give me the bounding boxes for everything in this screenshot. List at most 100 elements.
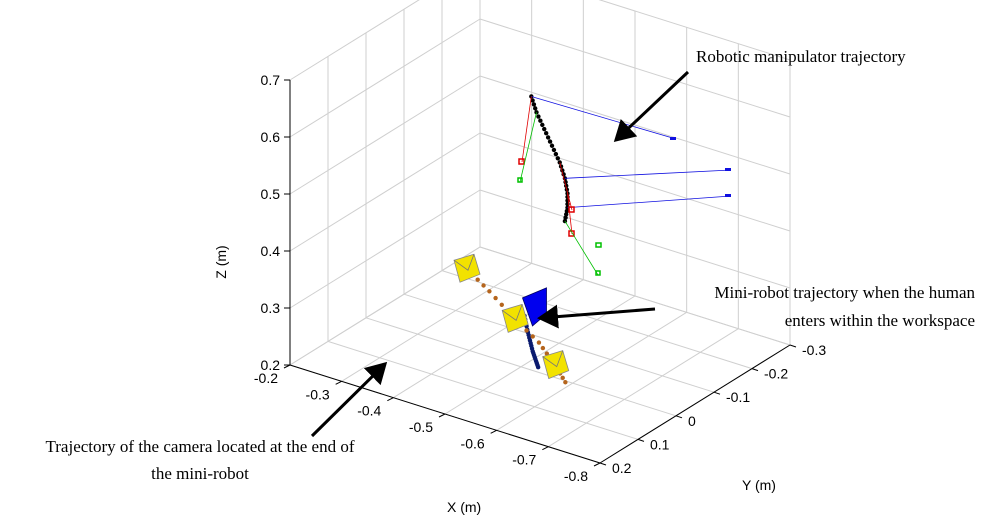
manipulator-point [540,122,545,128]
x-tick [335,380,342,385]
camera-point [475,277,480,282]
manipulator-point [555,156,561,161]
frame-line-blue [567,195,732,209]
frame-marker-blue [670,137,676,140]
manipulator-point [563,215,568,220]
grid-line [289,246,481,366]
frame-marker-red [518,158,525,165]
grid-line [598,0,791,61]
camera-point [499,302,504,308]
y-tick-label: 0.1 [650,436,670,452]
frame-line-blue [564,169,732,179]
y-axis-label: Y (m) [742,477,776,493]
annotation-minirobot-arrow [537,304,656,329]
grid-line [403,293,715,393]
camera-pyramid [542,350,570,380]
frame-marker-green [595,242,602,248]
annotation-camera-line2: the mini-robot [151,464,249,483]
x-tick [387,397,394,402]
frame-line-red [567,193,573,235]
x-tick [438,413,446,418]
grid-line [479,189,791,289]
camera-pyramid-face [501,303,529,333]
y-tick-label: 0.2 [612,460,632,476]
grid-line [548,328,739,448]
z-tick-label: 0.3 [261,300,281,316]
frame-marker-green [595,270,601,276]
frame-marker-blue [725,194,731,197]
z-axis-label: Z (m) [213,245,229,278]
x-tick [542,446,549,451]
camera-point [560,375,565,381]
frame-line-blue [531,96,677,140]
frame-marker-red [568,230,575,237]
grid-line [479,246,791,346]
x-tick-label: -0.5 [409,419,433,435]
manipulator-point [553,151,559,157]
manipulator-point [542,126,547,132]
minirobot-point [535,365,541,370]
camera-pyramid-edge [453,254,475,271]
grid-line [444,295,636,415]
manipulator-point [530,98,535,103]
x-tick [490,429,497,434]
grid-line [289,0,420,81]
camera-point [563,380,568,385]
x-tick-label: -0.3 [306,386,330,402]
frame-line-red [559,162,573,211]
y-tick-label: -0.2 [764,366,788,382]
y-tick [675,415,683,419]
x-tick-label: -0.6 [461,435,485,451]
camera-point [487,289,492,294]
frame-line-green [519,112,537,183]
manipulator-point [564,212,569,217]
x-tick-label: -0.8 [564,468,588,484]
camera-pyramid-edge [501,304,523,321]
manipulator-point [547,139,553,144]
frame-line-red [521,96,532,163]
manipulator-point [549,143,555,148]
camera-pyramid-face [542,350,570,380]
z-tick-label: 0.6 [261,129,281,145]
camera-pyramid-face [453,253,481,283]
y-tick-label: -0.3 [802,342,826,358]
grid-line [341,262,532,382]
annotation-minirobot-line2: enters within the workspace [785,311,975,330]
grid-line [365,317,677,417]
manipulator-point [564,208,570,214]
grid-layer [289,0,791,464]
manipulator-point [536,114,541,119]
manipulator-point [531,102,537,107]
z-tick-label: 0.4 [261,243,281,259]
y-axis-line [599,344,791,464]
manipulator-point [551,147,557,153]
y-tick [713,391,721,395]
grid-line [496,311,687,431]
grid-line [393,279,584,399]
grid-line [289,132,481,252]
grid-line [327,340,639,440]
camera-point [540,345,546,351]
camera-point [524,328,529,333]
annotation-manipulator: Robotic manipulator trajectory [613,47,906,143]
camera-point [536,340,542,345]
y-tick [789,344,797,348]
y-tick-label: 0 [688,413,696,429]
frame-marker-blue [725,168,731,171]
y-tick [599,462,607,466]
z-tick-label: 0.2 [261,357,281,373]
z-tick-label: 0.5 [261,186,281,202]
x-tick-label: -0.2 [254,370,278,386]
manipulator-point [545,135,551,140]
annotation-camera-arrow [310,361,388,438]
y-tick [751,368,759,372]
manipulator-point [533,106,538,111]
x-tick-label: -0.7 [512,452,536,468]
z-tick-label: 0.7 [261,72,281,88]
x-tick-label: -0.4 [357,403,381,419]
frame-line-green [564,220,599,276]
annotation-minirobot: Mini-robot trajectory when the human ent… [537,283,975,330]
annotation-camera: Trajectory of the camera located at the … [45,361,388,483]
grid-line [441,270,753,370]
